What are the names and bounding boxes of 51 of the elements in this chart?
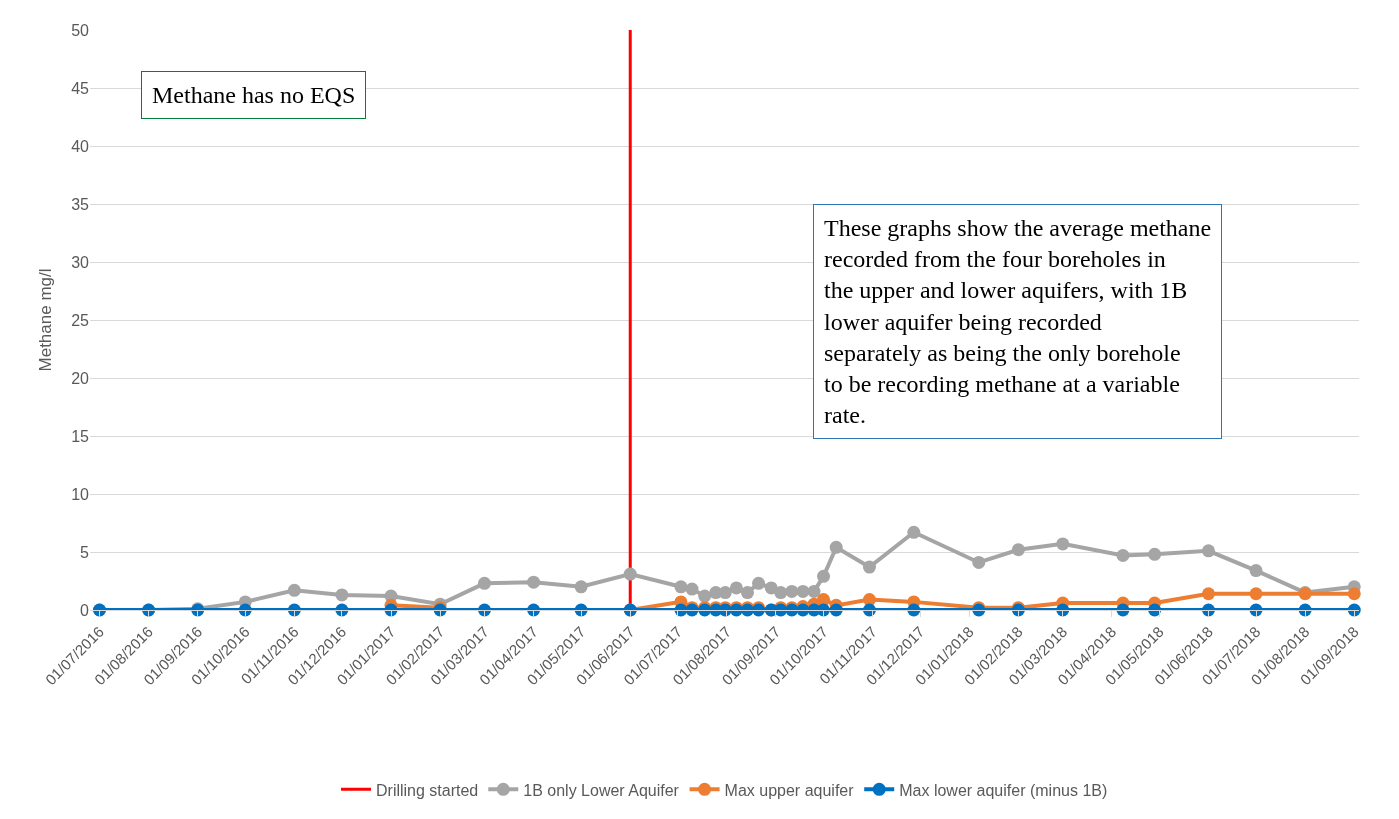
point <box>477 576 491 590</box>
point <box>817 569 831 583</box>
point <box>774 586 788 600</box>
point <box>1202 587 1215 601</box>
y-tick-label: 30 <box>71 253 90 271</box>
point <box>785 584 799 598</box>
y-tick-label: 40 <box>71 137 90 155</box>
y-tick-label: 45 <box>71 79 90 97</box>
point <box>1056 537 1070 551</box>
point <box>335 588 349 602</box>
point <box>527 575 541 589</box>
point <box>817 593 831 607</box>
point <box>972 555 986 569</box>
point <box>287 583 301 597</box>
point <box>1116 548 1130 562</box>
point <box>1148 547 1162 561</box>
legend-label: Max lower aquifer (minus 1B) <box>899 781 1108 799</box>
point <box>574 580 588 594</box>
legend-label: 1B only Lower Aquifer <box>523 781 680 799</box>
legend-label: Drilling started <box>376 781 479 799</box>
y-tick-label: 0 <box>80 601 90 619</box>
point <box>718 586 732 600</box>
point <box>1347 587 1361 601</box>
point <box>807 584 821 598</box>
point <box>862 593 876 607</box>
y-tick-label: 5 <box>80 543 90 561</box>
point <box>674 580 688 594</box>
legend-label: Max upper aquifer <box>724 781 855 799</box>
y-tick-label: 25 <box>71 311 90 329</box>
y-tick-label: 20 <box>71 369 90 387</box>
point <box>1249 564 1263 578</box>
point <box>623 567 637 581</box>
point <box>698 589 712 603</box>
point <box>796 584 810 598</box>
point <box>729 581 743 595</box>
point <box>862 560 876 574</box>
annotation: These graphs show the average methane recorded from the four boreholes in the upper and lower aquifers, with 1B lower aquifer being recorded separately as being the only borehole to be recording methane at a variable rate. <box>824 215 1212 429</box>
point <box>1011 543 1025 557</box>
y-tick-label: 15 <box>71 427 90 445</box>
point <box>685 582 699 596</box>
point <box>1202 544 1215 558</box>
point <box>740 586 754 600</box>
y-tick-label: 35 <box>71 195 90 213</box>
y-axis-title: Methane mg/l <box>35 268 55 372</box>
point <box>1249 587 1263 601</box>
point <box>829 540 843 554</box>
point <box>907 525 921 539</box>
y-tick-label: 50 <box>71 21 90 39</box>
point <box>752 576 766 590</box>
y-tick-label: 10 <box>71 485 90 503</box>
annotation: Methane has no EQS <box>152 82 356 108</box>
